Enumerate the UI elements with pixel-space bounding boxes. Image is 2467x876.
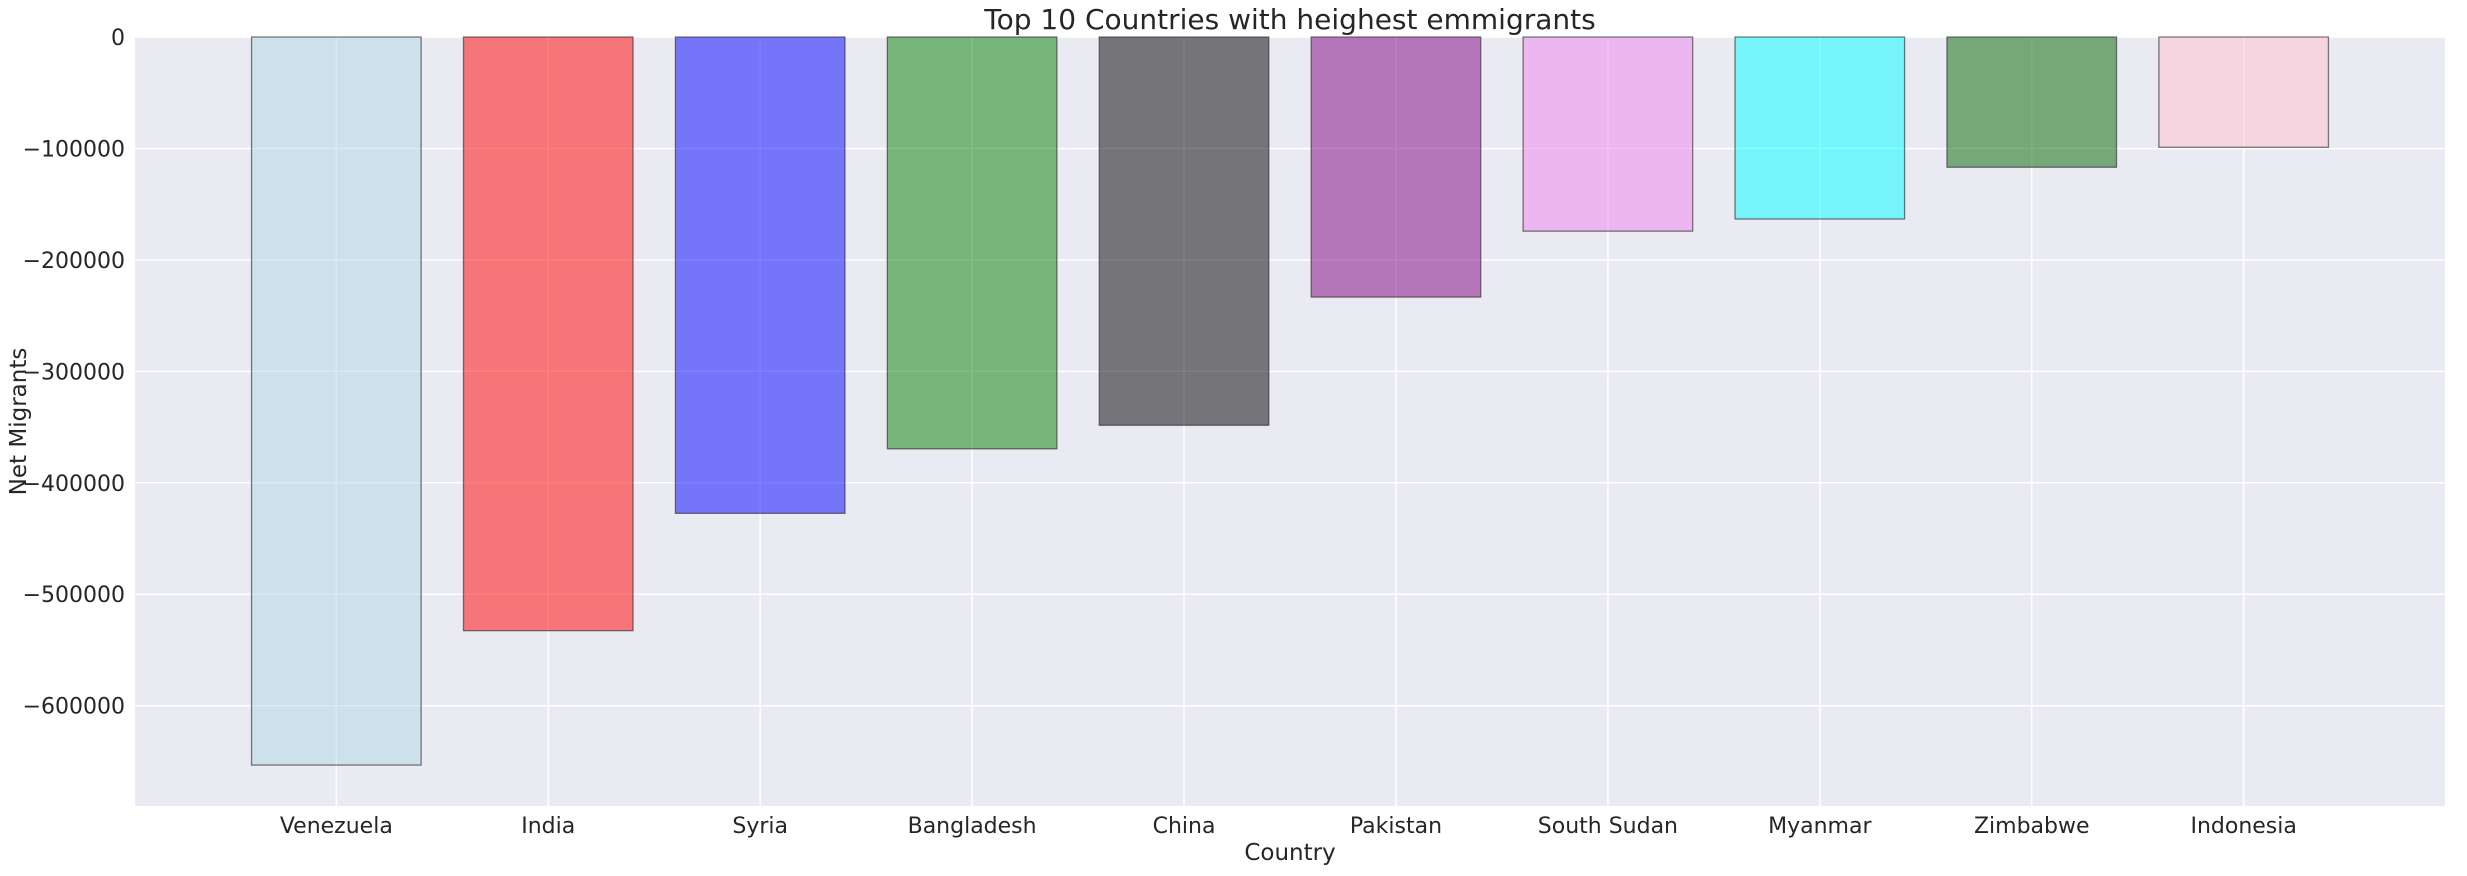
x-tick-label: India: [521, 814, 575, 839]
bar-venezuela: [250, 36, 422, 766]
x-axis-ticks: Venezuela India Syria Bangladesh China Pakist…: [280, 814, 2297, 839]
bar-indonesia: [2158, 36, 2330, 148]
x-axis-label: Country: [1244, 840, 1335, 866]
bar-bangladesh: [886, 36, 1058, 450]
bars: [250, 36, 2330, 766]
bar-south-sudan: [1522, 36, 1694, 232]
x-tick-label: Syria: [732, 814, 788, 839]
y-tick-label: −500000: [23, 583, 125, 608]
x-tick-label: Indonesia: [2190, 814, 2296, 839]
x-tick-label: South Sudan: [1538, 814, 1678, 839]
bar-china: [1098, 36, 1270, 426]
x-tick-label: Myanmar: [1768, 814, 1872, 839]
y-axis-ticks: 0 −100000 −200000 −300000 −400000 −500000 −600…: [23, 26, 125, 720]
bar-zimbabwe: [1946, 36, 2118, 168]
x-tick-label: Venezuela: [280, 814, 393, 839]
x-tick-label: Zimbabwe: [1974, 814, 2090, 839]
bar-myanmar: [1734, 36, 1906, 220]
bar-syria: [674, 36, 846, 514]
y-tick-label: −600000: [23, 695, 125, 720]
y-axis-label: Net Migrants: [6, 348, 32, 496]
bar-india: [462, 36, 634, 632]
x-tick-label: Bangladesh: [908, 814, 1037, 839]
chart-title: Top 10 Countries with heighest emmigrant…: [983, 3, 1595, 36]
y-tick-label: −400000: [23, 472, 125, 497]
y-tick-label: −300000: [23, 360, 125, 385]
x-tick-label: Pakistan: [1350, 814, 1442, 839]
x-tick-label: China: [1153, 814, 1216, 839]
bar-pakistan: [1310, 36, 1482, 298]
y-tick-label: 0: [111, 26, 125, 51]
y-tick-label: −200000: [23, 249, 125, 274]
y-tick-label: −100000: [23, 137, 125, 162]
